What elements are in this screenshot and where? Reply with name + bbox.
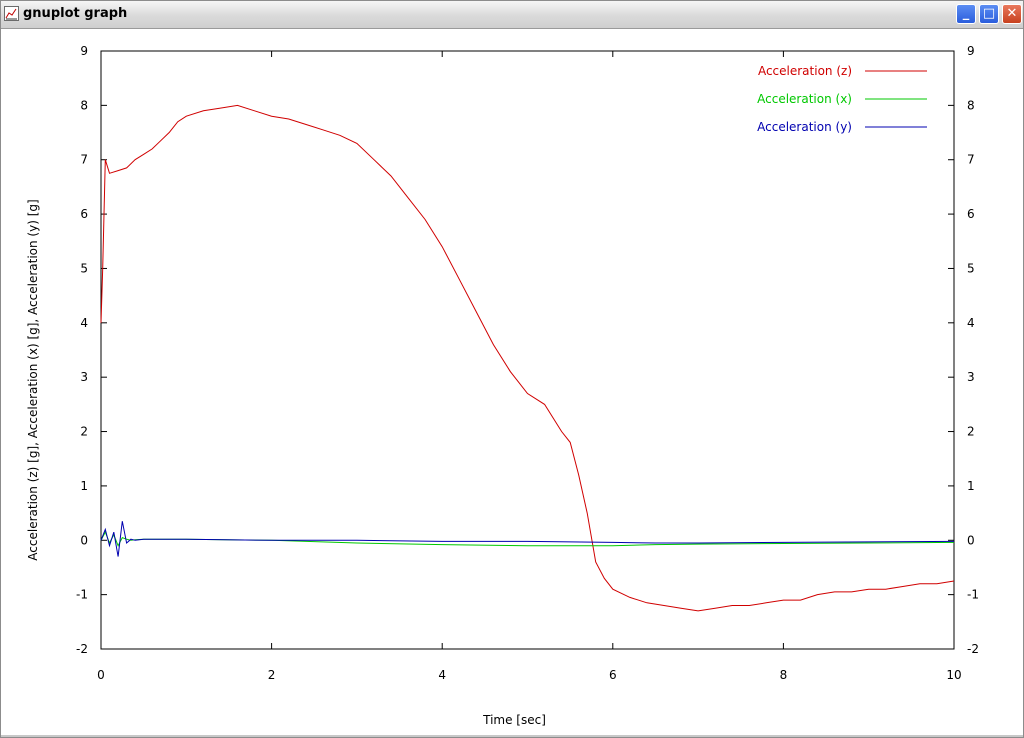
gnuplot-app-icon[interactable] bbox=[4, 6, 19, 21]
y-tick-label-right: 8 bbox=[967, 98, 975, 112]
legend-label-1: Acceleration (x) bbox=[757, 92, 852, 106]
y-tick-label-left: 2 bbox=[80, 425, 88, 439]
series-line-0 bbox=[100, 104, 955, 612]
title-bar[interactable]: gnuplot graph _ □ ✕ bbox=[1, 1, 1023, 29]
maximize-button[interactable]: □ bbox=[979, 4, 999, 24]
series-line-1 bbox=[100, 530, 955, 547]
x-tick-label: 10 bbox=[946, 668, 961, 682]
y-tick-label-right: 6 bbox=[967, 207, 975, 221]
y-tick-label-left: 1 bbox=[80, 479, 88, 493]
y-tick-label-right: 1 bbox=[967, 479, 975, 493]
y-axis-label: Acceleration (z) [g], Acceleration (x) [… bbox=[26, 199, 40, 560]
y-tick-label-right: 4 bbox=[967, 316, 975, 330]
x-tick-label: 4 bbox=[438, 668, 446, 682]
y-tick-label-right: 0 bbox=[967, 533, 975, 547]
window-title: gnuplot graph bbox=[23, 6, 128, 21]
x-tick-label: 2 bbox=[268, 668, 276, 682]
series-line-2 bbox=[100, 521, 955, 557]
y-tick-label-left: -1 bbox=[76, 588, 88, 602]
plot-area: -2 -2 -1 -1 0 0 1 1 2 2 3 3 4 4 5 5 6 6 7 7 8 8 9 9 0 2 4 6 8 10 Time … bbox=[1, 29, 1023, 735]
y-tick-label-right: 7 bbox=[967, 153, 975, 167]
x-axis-label: Time [sec] bbox=[482, 713, 546, 727]
legend-label-0: Acceleration (z) bbox=[758, 64, 852, 78]
y-tick-label-left: 6 bbox=[80, 207, 88, 221]
y-tick-label-right: 9 bbox=[967, 44, 975, 58]
x-tick-label: 0 bbox=[97, 668, 105, 682]
y-tick-label-left: 9 bbox=[80, 44, 88, 58]
minimize-button[interactable]: _ bbox=[956, 4, 976, 24]
window-bottom-edge bbox=[1, 735, 1023, 737]
y-tick-label-left: 4 bbox=[80, 316, 88, 330]
plot-frame bbox=[100, 50, 955, 650]
x-tick-label: 8 bbox=[780, 668, 788, 682]
y-tick-label-left: 5 bbox=[80, 261, 88, 275]
y-tick-label-right: 5 bbox=[967, 261, 975, 275]
chart: -2 -2 -1 -1 0 0 1 1 2 2 3 3 4 4 5 5 6 6 7 7 8 8 9 9 0 2 4 6 8 10 Time … bbox=[26, 44, 979, 727]
y-tick-label-right: -1 bbox=[967, 588, 979, 602]
y-tick-label-right: -2 bbox=[967, 642, 979, 656]
y-tick-label-left: 3 bbox=[80, 370, 88, 384]
y-tick-label-left: -2 bbox=[76, 642, 88, 656]
y-tick-label-right: 3 bbox=[967, 370, 975, 384]
x-tick-label: 6 bbox=[609, 668, 617, 682]
y-tick-label-left: 8 bbox=[80, 98, 88, 112]
close-button[interactable]: ✕ bbox=[1002, 4, 1022, 24]
legend-label-2: Acceleration (y) bbox=[757, 120, 852, 134]
y-tick-label-left: 7 bbox=[80, 153, 88, 167]
y-tick-label-left: 0 bbox=[80, 533, 88, 547]
y-tick-label-right: 2 bbox=[967, 425, 975, 439]
